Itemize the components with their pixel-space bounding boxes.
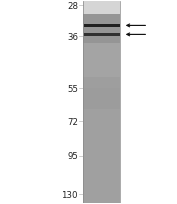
Text: 95: 95: [67, 151, 78, 160]
Text: 28: 28: [67, 2, 78, 11]
Bar: [83, 15, 120, 203]
Bar: [83, 77, 120, 109]
Text: 72: 72: [67, 117, 78, 126]
Text: 55: 55: [67, 84, 78, 93]
Text: 130: 130: [61, 190, 78, 199]
Bar: [83, 2, 120, 89]
Bar: [83, 15, 120, 44]
Bar: [84, 34, 120, 37]
Text: 36: 36: [67, 32, 78, 41]
Bar: [84, 25, 120, 28]
Bar: [83, 2, 120, 203]
